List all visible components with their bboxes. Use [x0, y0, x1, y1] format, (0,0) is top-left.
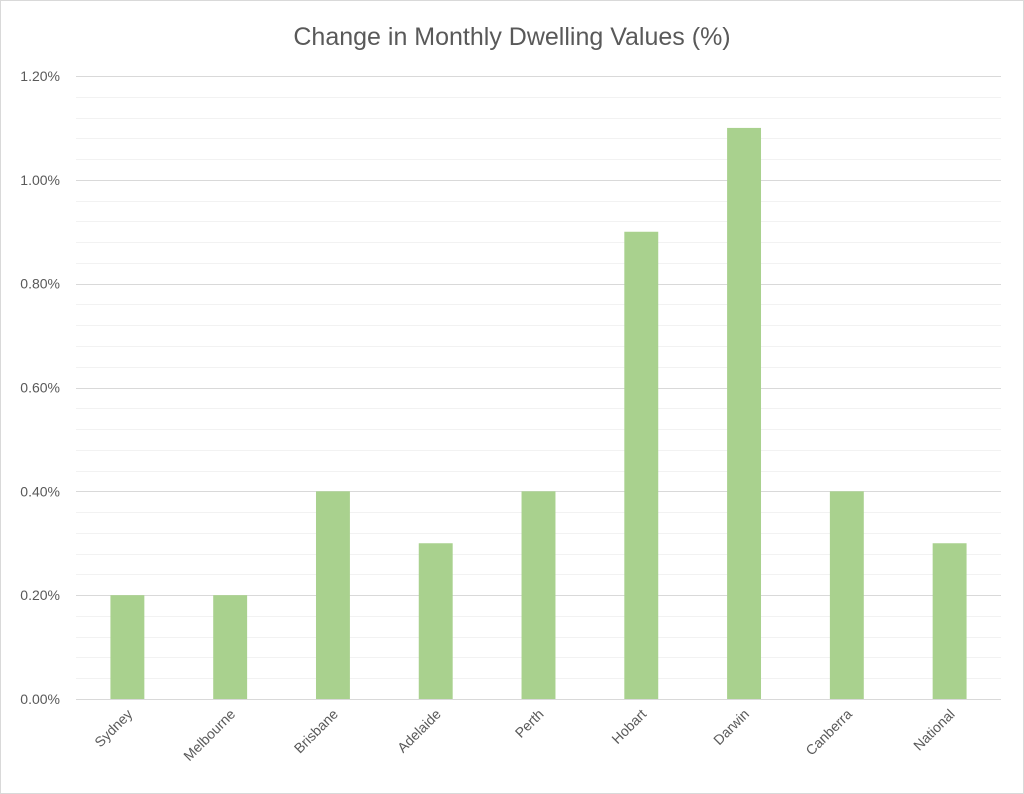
bar-brisbane	[315, 491, 350, 699]
bars	[110, 127, 967, 699]
bar-darwin	[727, 127, 762, 699]
y-tick-label: 0.60%	[20, 380, 60, 396]
bar-adelaide	[418, 543, 453, 699]
gridlines	[76, 76, 1001, 679]
y-tick-label: 0.40%	[20, 483, 60, 499]
y-tick-label: 1.00%	[20, 172, 60, 188]
y-tick-label: 0.00%	[20, 691, 60, 707]
x-tick-label: Sydney	[91, 706, 135, 750]
bar-perth	[521, 491, 556, 699]
x-tick-label: National	[910, 706, 958, 754]
bar-canberra	[829, 491, 864, 699]
bar-hobart	[624, 231, 659, 699]
bar-national	[932, 543, 967, 699]
x-tick-label: Perth	[512, 706, 547, 741]
bar-sydney	[110, 595, 145, 699]
y-tick-label: 0.80%	[20, 276, 60, 292]
y-tick-label: 1.20%	[20, 68, 60, 84]
x-tick-label: Adelaide	[394, 706, 444, 756]
y-tick-labels: 0.00% 0.20% 0.40% 0.60% 0.80% 1.00% 1.20%	[20, 68, 60, 707]
x-tick-label: Darwin	[710, 706, 752, 748]
x-tick-label: Hobart	[608, 706, 649, 747]
x-tick-label: Brisbane	[291, 706, 342, 757]
y-tick-label: 0.20%	[20, 587, 60, 603]
chart-title: Change in Monthly Dwelling Values (%)	[293, 23, 730, 51]
x-tick-labels: Sydney Melbourne Brisbane Adelaide Perth Hoba…	[91, 706, 958, 764]
x-tick-label: Melbourne	[180, 706, 238, 764]
x-tick-label: Canberra	[802, 706, 855, 759]
bar-melbourne	[213, 595, 248, 699]
